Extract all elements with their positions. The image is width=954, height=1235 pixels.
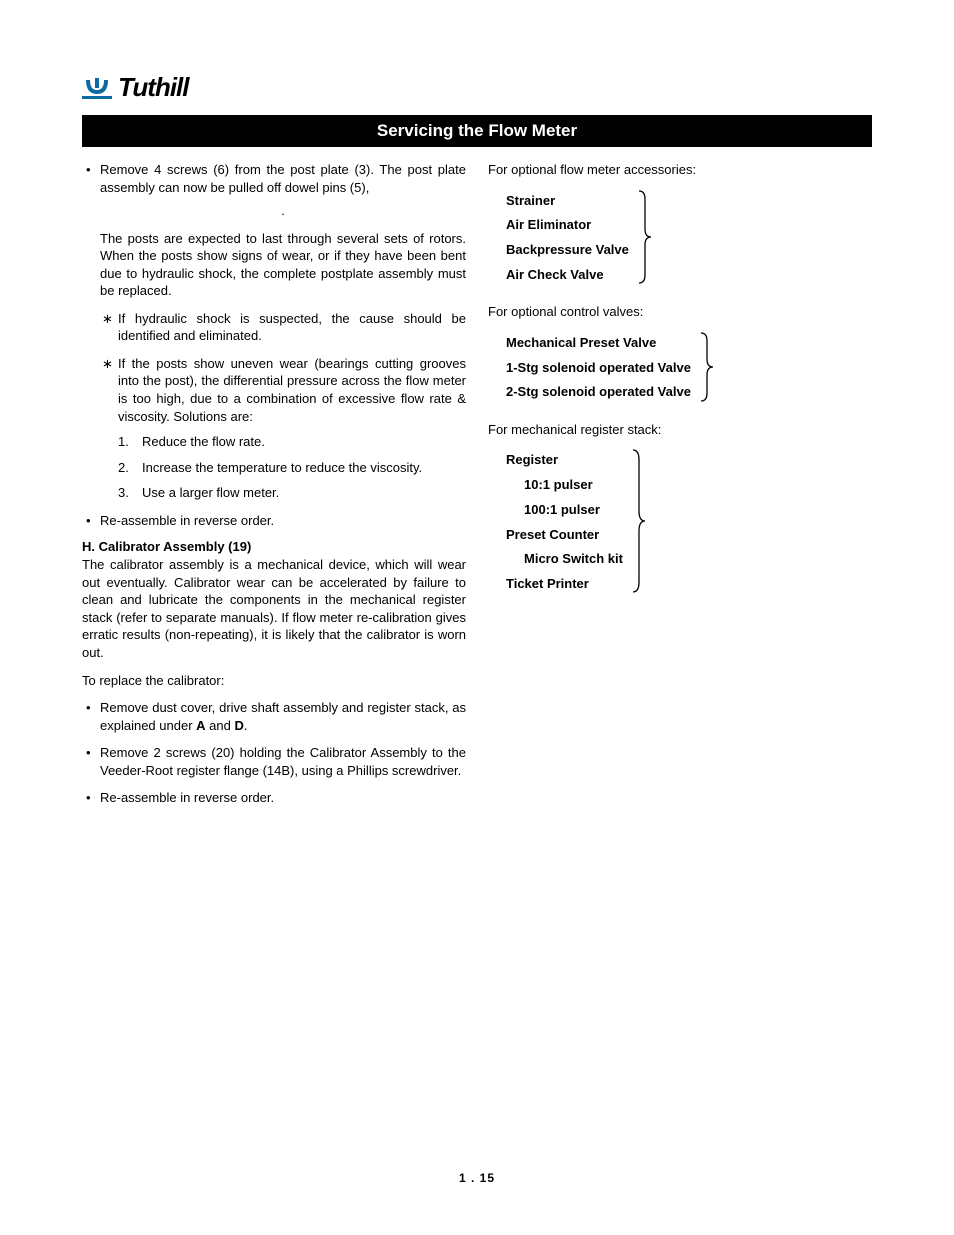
register-item: Ticket Printer xyxy=(506,572,623,597)
logo-text: Tuthill xyxy=(118,72,189,103)
register-item: Micro Switch kit xyxy=(506,547,623,572)
register-intro: For mechanical register stack: xyxy=(488,421,872,439)
accessory-item: Backpressure Valve xyxy=(506,238,629,263)
replace-step-2: Remove 2 screws (20) holding the Calibra… xyxy=(82,744,466,779)
accessories-intro: For optional flow meter accessories: xyxy=(488,161,872,179)
logo-mark-icon xyxy=(82,76,112,100)
valves-group: Mechanical Preset Valve1-Stg solenoid op… xyxy=(488,331,872,405)
section-title: Servicing the Flow Meter xyxy=(82,115,872,147)
text: Increase the temperature to reduce the v… xyxy=(142,460,422,475)
dot: . xyxy=(100,202,466,220)
logo: Tuthill xyxy=(82,72,872,103)
valves-intro: For optional control valves: xyxy=(488,303,872,321)
posts-paragraph: The posts are expected to last through s… xyxy=(100,230,466,300)
solution-1: 1.Reduce the flow rate. xyxy=(118,433,466,451)
bullet-remove-screws: Remove 4 screws (6) from the post plate … xyxy=(82,161,466,502)
register-group: Register10:1 pulser100:1 pulserPreset Co… xyxy=(488,448,872,596)
accessory-item: Air Eliminator xyxy=(506,213,629,238)
register-item: 10:1 pulser xyxy=(506,473,623,498)
star-hydraulic-shock: If hydraulic shock is suspected, the cau… xyxy=(100,310,466,345)
valve-item: 2-Stg solenoid operated Valve xyxy=(506,380,691,405)
text: Reduce the flow rate. xyxy=(142,434,265,449)
text-a: Remove dust cover, drive shaft assembly … xyxy=(100,700,466,733)
text-c: and xyxy=(206,718,235,733)
brace-icon xyxy=(637,189,651,288)
replace-step-1: Remove dust cover, drive shaft assembly … xyxy=(82,699,466,734)
text: If the posts show uneven wear (bearings … xyxy=(118,356,466,424)
text-e: . xyxy=(244,718,248,733)
accessory-item: Air Check Valve xyxy=(506,263,629,288)
accessory-item: Strainer xyxy=(506,189,629,214)
brace-icon xyxy=(631,448,645,596)
text: Use a larger flow meter. xyxy=(142,485,279,500)
brace-icon xyxy=(699,331,713,405)
bullet-reassemble: Re-assemble in reverse order. xyxy=(82,512,466,530)
ref-a: A xyxy=(196,718,205,733)
ref-d: D xyxy=(234,718,243,733)
accessories-group: StrainerAir EliminatorBackpressure Valve… xyxy=(488,189,872,288)
h-heading: H. Calibrator Assembly (19) xyxy=(82,539,466,554)
register-item: 100:1 pulser xyxy=(506,498,623,523)
register-item: Preset Counter xyxy=(506,523,623,548)
replace-intro: To replace the calibrator: xyxy=(82,672,466,690)
right-column: For optional flow meter accessories: Str… xyxy=(488,161,872,817)
replace-step-3: Re-assemble in reverse order. xyxy=(82,789,466,807)
register-item: Register xyxy=(506,448,623,473)
h-paragraph: The calibrator assembly is a mechanical … xyxy=(82,556,466,661)
solution-2: 2.Increase the temperature to reduce the… xyxy=(118,459,466,477)
solution-3: 3.Use a larger flow meter. xyxy=(118,484,466,502)
left-column: Remove 4 screws (6) from the post plate … xyxy=(82,161,466,817)
page-number: 1 . 15 xyxy=(0,1171,954,1185)
text: Remove 4 screws (6) from the post plate … xyxy=(100,162,466,195)
star-uneven-wear: If the posts show uneven wear (bearings … xyxy=(100,355,466,502)
valve-item: Mechanical Preset Valve xyxy=(506,331,691,356)
valve-item: 1-Stg solenoid operated Valve xyxy=(506,356,691,381)
